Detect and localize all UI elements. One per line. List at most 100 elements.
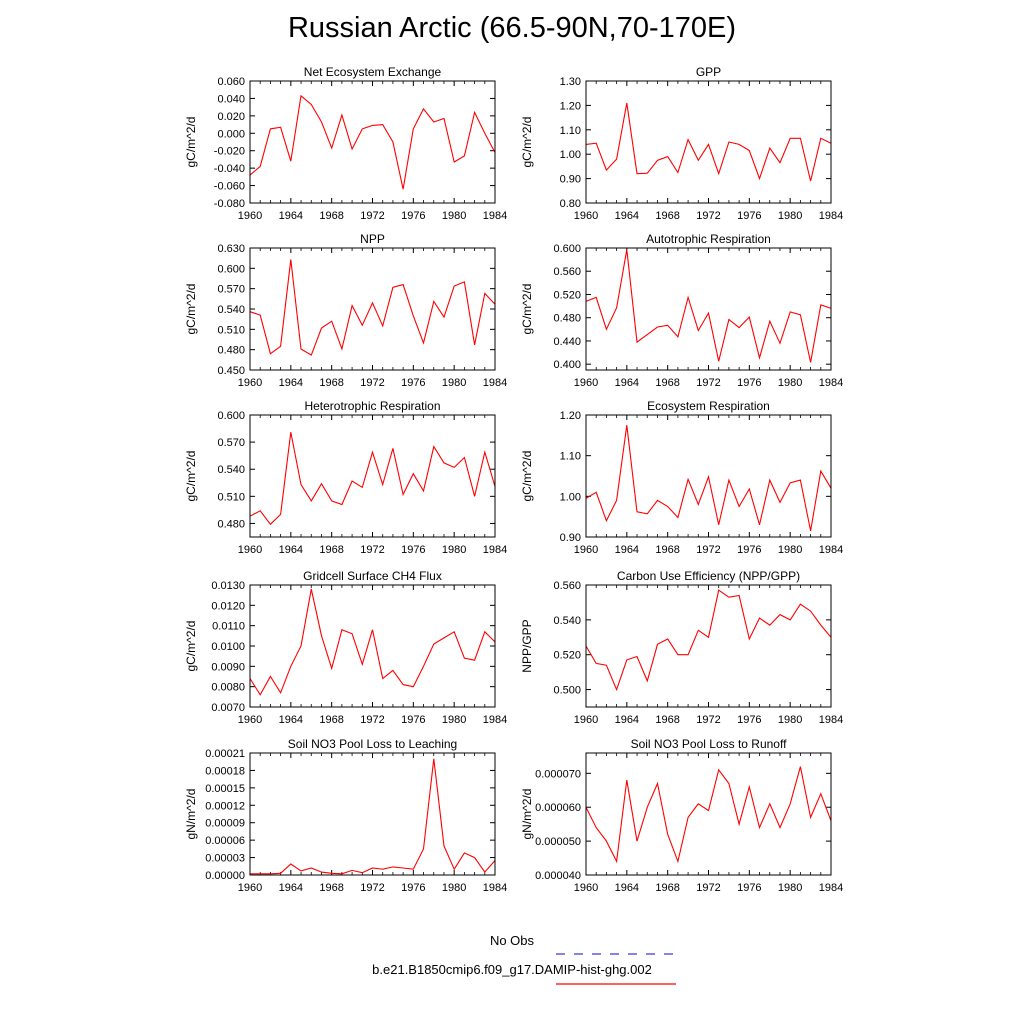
x-tick-label: 1968: [319, 882, 343, 894]
y-axis-label: gC/m^2/d: [184, 451, 198, 502]
x-tick-label: 1976: [401, 882, 425, 894]
x-tick-label: 1976: [737, 377, 761, 389]
y-axis-label: gC/m^2/d: [184, 117, 198, 168]
y-tick-label: 0.0100: [211, 641, 245, 653]
plot-frame: [585, 584, 832, 708]
y-axis-label: gC/m^2/d: [184, 621, 198, 672]
x-tick-label: 1964: [279, 377, 303, 389]
x-tick-label: 1980: [778, 210, 802, 222]
x-tick-label: 1964: [279, 544, 303, 556]
y-tick-label: 0.630: [217, 243, 245, 255]
panel-1: Net Ecosystem Exchange gC/m^2/d 1960 1964 19…: [184, 65, 507, 222]
plot-frame: [585, 414, 832, 538]
panel-6: Ecosystem Respiration gC/m^2/d 1960 1964 196…: [520, 399, 843, 556]
x-tick-label: 1960: [238, 544, 262, 556]
x-tick-label: 1968: [655, 210, 679, 222]
x-tick-label: 1972: [360, 714, 384, 726]
y-tick-label: 0.00000: [205, 870, 245, 882]
y-tick-label: 0.00015: [205, 783, 245, 795]
x-tick-label: 1960: [574, 377, 598, 389]
x-tick-label: 1984: [819, 882, 843, 894]
plot-frame: [249, 80, 496, 204]
panel-title: Autotrophic Respiration: [646, 232, 771, 246]
x-tick-label: 1960: [574, 210, 598, 222]
y-tick-label: 0.060: [217, 76, 245, 88]
y-tick-label: 1.20: [560, 410, 581, 422]
y-tick-label: -0.040: [214, 163, 245, 175]
y-axis-label: gC/m^2/d: [184, 284, 198, 335]
y-tick-label: 0.510: [217, 491, 245, 503]
panel-title: GPP: [696, 65, 721, 79]
series-line: [250, 758, 496, 875]
x-tick-label: 1980: [442, 544, 466, 556]
y-tick-label: 0.000050: [535, 836, 581, 848]
x-tick-label: 1968: [655, 377, 679, 389]
series-line: [249, 94, 496, 190]
y-tick-label: 0.00006: [205, 835, 245, 847]
y-tick-label: 0.00009: [205, 818, 245, 830]
x-tick-label: 1980: [778, 882, 802, 894]
y-tick-label: 1.10: [560, 125, 581, 137]
panel-title: NPP: [360, 232, 385, 246]
series-line: [585, 249, 832, 363]
x-tick-label: 1980: [442, 714, 466, 726]
y-tick-label: 0.510: [217, 324, 245, 336]
y-tick-label: 0.600: [217, 263, 245, 275]
x-tick-label: 1980: [442, 377, 466, 389]
panel-2: GPP gC/m^2/d 1960 1964 1968 1972 1976 1980 1984 0…: [520, 65, 843, 222]
panel-title: Soil NO3 Pool Loss to Leaching: [288, 737, 457, 751]
x-tick-label: 1972: [696, 210, 720, 222]
x-tick-label: 1972: [696, 377, 720, 389]
plot-frame: [249, 247, 496, 371]
panel-title: Ecosystem Respiration: [647, 399, 770, 413]
x-tick-label: 1976: [737, 210, 761, 222]
y-tick-label: -0.080: [214, 198, 245, 210]
x-tick-label: 1976: [737, 714, 761, 726]
x-tick-label: 1968: [655, 882, 679, 894]
y-axis-label: NPP/GPP: [520, 619, 534, 672]
panel-5: Heterotrophic Respiration gC/m^2/d 1960 196…: [184, 399, 507, 556]
x-tick-label: 1972: [696, 714, 720, 726]
x-tick-label: 1960: [574, 882, 598, 894]
x-tick-label: 1980: [778, 544, 802, 556]
x-tick-label: 1984: [483, 714, 507, 726]
y-tick-label: 0.0070: [211, 702, 245, 714]
x-tick-label: 1980: [778, 714, 802, 726]
legend-obs-swatch: [556, 953, 676, 955]
y-tick-label: 0.600: [553, 243, 581, 255]
x-tick-label: 1976: [401, 377, 425, 389]
plot-frame: [585, 752, 832, 876]
y-tick-label: 0.570: [217, 437, 245, 449]
y-axis-label: gC/m^2/d: [520, 284, 534, 335]
y-tick-label: 0.020: [217, 111, 245, 123]
x-tick-label: 1972: [696, 544, 720, 556]
y-tick-label: 0.00003: [205, 853, 245, 865]
plot-frame: [585, 80, 832, 204]
y-tick-label: 0.0080: [211, 682, 245, 694]
y-tick-label: 0.00018: [205, 765, 245, 777]
y-tick-label: 0.560: [553, 266, 581, 278]
plot-frame: [585, 247, 832, 371]
x-tick-label: 1968: [319, 544, 343, 556]
x-tick-label: 1964: [279, 882, 303, 894]
x-tick-label: 1984: [819, 714, 843, 726]
x-tick-label: 1964: [279, 210, 303, 222]
x-tick-label: 1964: [615, 882, 639, 894]
series-line: [585, 102, 832, 182]
x-tick-label: 1984: [483, 377, 507, 389]
y-tick-label: 0.540: [553, 615, 581, 627]
y-tick-label: 1.00: [560, 491, 581, 503]
figure-title: Russian Arctic (66.5-90N,70-170E): [287, 12, 737, 44]
series-line: [249, 432, 496, 526]
x-tick-label: 1980: [442, 882, 466, 894]
x-tick-label: 1960: [238, 377, 262, 389]
series-line: [585, 589, 832, 692]
x-tick-label: 1976: [737, 882, 761, 894]
y-tick-label: 0.540: [217, 304, 245, 316]
x-tick-label: 1964: [615, 544, 639, 556]
x-tick-label: 1968: [655, 544, 679, 556]
y-axis-label: gN/m^2/d: [520, 789, 534, 840]
x-tick-label: 1968: [655, 714, 679, 726]
y-tick-label: 0.0130: [211, 580, 245, 592]
x-tick-label: 1972: [360, 377, 384, 389]
